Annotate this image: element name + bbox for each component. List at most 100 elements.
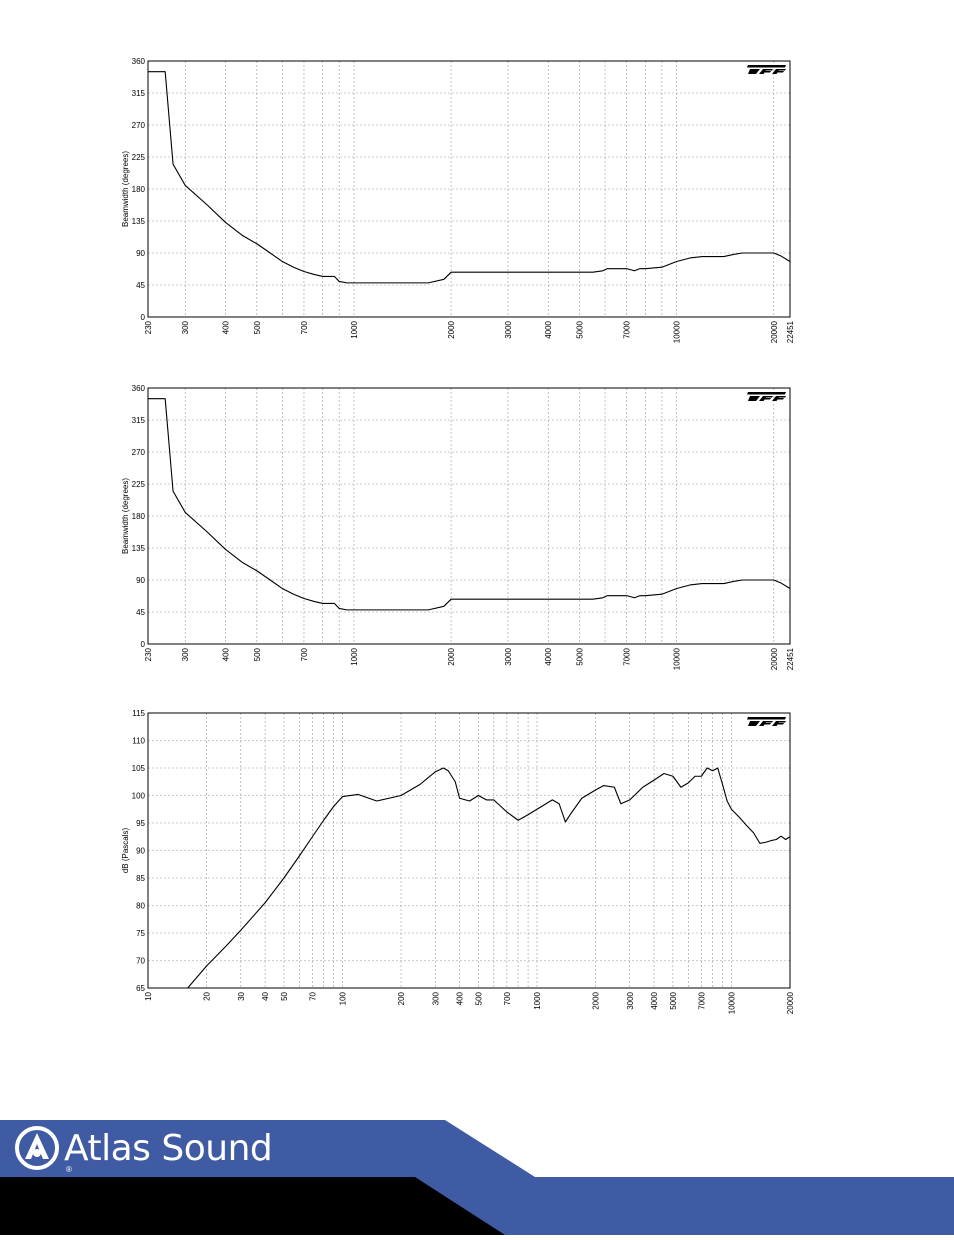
x-tick-label: 22451 — [786, 647, 795, 670]
y-tick-label: 90 — [136, 249, 145, 258]
x-tick-label: 7000 — [623, 647, 632, 665]
footer-black-band — [0, 1177, 505, 1235]
x-tick-label: 500 — [474, 991, 483, 1005]
x-tick-label: 500 — [253, 320, 262, 334]
x-tick-label: 5000 — [576, 320, 585, 338]
y-tick-label: 85 — [136, 874, 145, 883]
x-tick-label: 400 — [456, 991, 465, 1005]
y-axis-label: dB (Pascals) — [121, 827, 130, 873]
y-axis-label: Beamwidth (degrees) — [121, 151, 130, 227]
y-tick-label: 315 — [132, 416, 146, 425]
y-tick-label: 315 — [132, 89, 146, 98]
y-tick-label: 45 — [136, 608, 145, 617]
y-tick-label: 225 — [132, 480, 146, 489]
series-line — [148, 398, 791, 611]
x-tick-label: 700 — [300, 647, 309, 661]
plot-frame — [147, 60, 791, 318]
plot-frame — [147, 387, 791, 645]
x-tick-label: 3000 — [626, 991, 635, 1009]
x-tick-label: 70 — [308, 991, 317, 1000]
x-tick-label: 4000 — [650, 991, 659, 1009]
series-line — [187, 767, 791, 989]
x-tick-label: 10 — [144, 991, 153, 1000]
x-tick-label: 500 — [253, 647, 262, 661]
atlas-sound-logo: ® Atlas Sound — [14, 1125, 273, 1174]
y-tick-label: 70 — [136, 957, 145, 966]
y-tick-label: 45 — [136, 281, 145, 290]
registered-mark: ® — [66, 1165, 72, 1174]
y-axis-label: Beamwidth (degrees) — [121, 478, 130, 554]
y-tick-label: 90 — [136, 576, 145, 585]
y-tick-label: 360 — [132, 384, 146, 393]
y-tick-label: 115 — [132, 709, 145, 718]
beamwidth-chart-1-svg: 0 45 90 135 180 225 270 315 360 230 300 400 500 700 10… — [121, 57, 795, 343]
y-tick-label: 100 — [132, 792, 146, 801]
y-tick-label: 270 — [132, 121, 146, 130]
y-tick-label: 270 — [132, 448, 146, 457]
x-tick-label: 1000 — [350, 647, 359, 665]
x-tick-label: 10000 — [673, 647, 682, 670]
y-tick-label: 135 — [132, 544, 146, 553]
x-tick-label: 4000 — [544, 647, 553, 665]
x-tick-label: 4000 — [544, 320, 553, 338]
x-tick-label: 3000 — [504, 320, 513, 338]
y-tick-label: 80 — [136, 902, 145, 911]
brand-name: Atlas Sound — [64, 1127, 273, 1169]
x-tick-label: 1000 — [533, 991, 542, 1009]
x-tick-label: 700 — [300, 320, 309, 334]
x-tick-label: 300 — [181, 320, 190, 334]
plot-frame — [147, 712, 791, 989]
y-tick-label: 0 — [141, 313, 146, 322]
x-tick-label: 2000 — [592, 991, 601, 1009]
x-tick-label: 7000 — [623, 320, 632, 338]
x-tick-label: 230 — [144, 647, 153, 661]
x-tick-label: 5000 — [576, 647, 585, 665]
beamwidth-chart-1: 0 45 90 135 180 225 270 315 360 230 300 400 500 700 10… — [0, 52, 954, 352]
x-tick-label: 20000 — [770, 320, 779, 343]
x-tick-label: 10000 — [673, 320, 682, 343]
series-line — [148, 71, 791, 284]
tef-logo-shape — [747, 392, 786, 401]
y-tick-label: 180 — [132, 185, 146, 194]
beamwidth-chart-2: 0 45 90 135 180 225 270 315 360 230 300 400 500 700 10… — [0, 379, 954, 679]
x-tick-label: 300 — [181, 647, 190, 661]
x-tick-label: 7000 — [697, 991, 706, 1009]
y-tick-label: 90 — [136, 847, 145, 856]
y-tick-label: 225 — [132, 153, 146, 162]
tef-logo-shape — [747, 65, 786, 74]
footer-banner — [0, 1120, 954, 1235]
y-tick-label: 105 — [132, 764, 146, 773]
x-tick-label: 20000 — [770, 647, 779, 670]
x-tick-label: 40 — [261, 991, 270, 1000]
frequency-response-chart: 65 70 75 80 85 90 95 100 105 110 115 10 20 30 40 50 70 10… — [0, 705, 954, 1020]
x-tick-label: 400 — [222, 647, 231, 661]
x-tick-label: 3000 — [504, 647, 513, 665]
x-tick-label: 22451 — [786, 320, 795, 343]
beamwidth-chart-2-svg: 0 45 90 135 180 225 270 315 360 230 300 400 500 700 10… — [121, 384, 795, 670]
tef-logo-icon — [747, 65, 786, 74]
y-tick-label: 0 — [141, 640, 146, 649]
tef-logo-icon — [747, 392, 786, 401]
x-tick-label: 230 — [144, 320, 153, 334]
x-tick-label: 50 — [280, 991, 289, 1000]
tef-logo-shape — [747, 717, 786, 726]
y-tick-label: 135 — [132, 217, 146, 226]
x-tick-label: 20 — [203, 991, 212, 1000]
x-tick-label: 30 — [237, 991, 246, 1000]
x-tick-label: 10000 — [727, 991, 736, 1014]
frequency-response-chart-svg: 65 70 75 80 85 90 95 100 105 110 115 10 20 30 40 50 70 10… — [121, 709, 795, 1014]
x-tick-label: 2000 — [447, 320, 456, 338]
x-tick-label: 200 — [397, 991, 406, 1005]
footer-shapes — [0, 1120, 954, 1235]
y-tick-label: 360 — [132, 57, 146, 66]
atlas-logo-icon — [15, 1126, 59, 1170]
x-tick-label: 100 — [338, 991, 347, 1005]
y-tick-label: 95 — [136, 819, 145, 828]
y-tick-label: 180 — [132, 512, 146, 521]
x-tick-label: 2000 — [447, 647, 456, 665]
x-tick-label: 1000 — [350, 320, 359, 338]
tef-logo-icon — [747, 717, 786, 726]
x-tick-label: 400 — [222, 320, 231, 334]
x-tick-label: 5000 — [669, 991, 678, 1009]
y-tick-label: 75 — [136, 929, 145, 938]
